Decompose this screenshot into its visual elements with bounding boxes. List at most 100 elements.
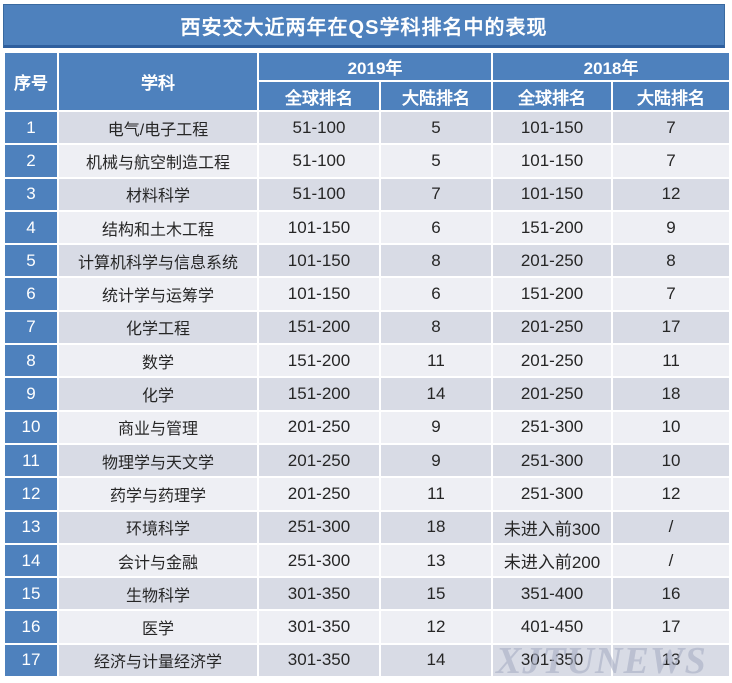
subject-cell: 数学 [57, 343, 259, 379]
rank-2019-mainland-cell: 11 [378, 476, 494, 512]
table-row: 7 化学工程 151-200 8 201-250 17 [3, 309, 732, 346]
table-row: 17 经济与计量经济学 301-350 14 301-350 13 [3, 642, 732, 679]
rank-2018-mainland-cell: 18 [611, 376, 732, 412]
rank-2018-mainland-cell: 10 [611, 442, 732, 479]
rank-2018-global-cell: 101-150 [491, 176, 614, 212]
table-row: 3 材料科学 51-100 7 101-150 12 [3, 176, 732, 212]
rank-2019-global-cell: 201-250 [257, 442, 381, 479]
rank-2018-global-cell: 未进入前200 [491, 542, 614, 579]
table-row: 9 化学 151-200 14 201-250 18 [3, 376, 732, 412]
table-row: 12 药学与药理学 201-250 11 251-300 12 [3, 476, 732, 512]
row-index-cell: 11 [3, 442, 59, 479]
rank-2018-mainland-cell: 7 [611, 143, 732, 179]
subject-cell: 化学工程 [57, 309, 259, 346]
rank-2018-mainland-cell: 11 [611, 343, 732, 379]
rank-2018-mainland-cell: / [611, 542, 732, 579]
rank-2018-mainland-cell: 7 [611, 109, 732, 146]
subject-cell: 医学 [57, 609, 259, 645]
rank-2018-mainland-cell: 17 [611, 609, 732, 645]
rank-2019-global-cell: 51-100 [257, 109, 381, 146]
column-header-2019-global: 全球排名 [257, 80, 381, 112]
rank-2019-global-cell: 101-150 [257, 276, 381, 312]
rank-2018-global-cell: 101-150 [491, 143, 614, 179]
table-row: 5 计算机科学与信息系统 101-150 8 201-250 8 [3, 243, 732, 279]
column-header-2018-global: 全球排名 [491, 80, 614, 112]
row-index-cell: 9 [3, 376, 59, 412]
row-index-cell: 14 [3, 542, 59, 579]
column-group-2019: 2019年 [256, 51, 494, 82]
rank-2019-global-cell: 201-250 [257, 409, 381, 445]
rank-2019-mainland-cell: 8 [378, 309, 494, 346]
subject-cell: 环境科学 [57, 509, 259, 545]
table-row: 4 结构和土木工程 101-150 6 151-200 9 [3, 209, 732, 246]
subject-cell: 计算机科学与信息系统 [57, 243, 259, 279]
rank-2018-global-cell: 251-300 [491, 476, 614, 512]
row-index-cell: 12 [3, 476, 59, 512]
row-index-cell: 8 [3, 343, 59, 379]
rank-2019-global-cell: 51-100 [257, 143, 381, 179]
rank-2018-global-cell: 401-450 [491, 609, 614, 645]
rank-2019-mainland-cell: 5 [378, 143, 494, 179]
header-group-row: 序号 学科 2019年 2018年 [3, 51, 732, 112]
subject-cell: 经济与计量经济学 [57, 642, 259, 679]
qs-ranking-table: 序号 学科 2019年 2018年 全球排名 大陆排名 全球排名 大陆排名 1 … [3, 51, 732, 679]
rank-2019-global-cell: 151-200 [257, 376, 381, 412]
table-title-bar: 西安交大近两年在QS学科排名中的表现 [3, 4, 725, 48]
rank-2019-global-cell: 201-250 [257, 476, 381, 512]
row-index-cell: 16 [3, 609, 59, 645]
table-row: 15 生物科学 301-350 15 351-400 16 [3, 576, 732, 612]
rank-2018-mainland-cell: 12 [611, 476, 732, 512]
rank-2018-global-cell: 未进入前300 [491, 509, 614, 545]
row-index-cell: 17 [3, 642, 59, 679]
table-row: 11 物理学与天文学 201-250 9 251-300 10 [3, 442, 732, 479]
subject-cell: 材料科学 [57, 176, 259, 212]
rank-2019-mainland-cell: 6 [378, 276, 494, 312]
row-index-cell: 6 [3, 276, 59, 312]
table-header: 序号 学科 2019年 2018年 全球排名 大陆排名 全球排名 大陆排名 [3, 51, 732, 112]
rank-2019-global-cell: 301-350 [257, 642, 381, 679]
table-row: 2 机械与航空制造工程 51-100 5 101-150 7 [3, 143, 732, 179]
subject-cell: 生物科学 [57, 576, 259, 612]
rank-2018-global-cell: 201-250 [491, 376, 614, 412]
rank-2018-global-cell: 251-300 [491, 409, 614, 445]
subject-cell: 物理学与天文学 [57, 442, 259, 479]
rank-2019-mainland-cell: 9 [378, 409, 494, 445]
column-header-2019-mainland: 大陆排名 [378, 80, 494, 112]
row-index-cell: 15 [3, 576, 59, 612]
rank-2019-mainland-cell: 5 [378, 109, 494, 146]
header-sub-row: 全球排名 大陆排名 全球排名 大陆排名 [4, 80, 732, 112]
rank-2019-global-cell: 151-200 [257, 343, 381, 379]
rank-2018-global-cell: 151-200 [491, 276, 614, 312]
table-row: 8 数学 151-200 11 201-250 11 [3, 343, 732, 379]
table-row: 1 电气/电子工程 51-100 5 101-150 7 [3, 109, 732, 146]
rank-2018-mainland-cell: 13 [611, 642, 732, 679]
rank-2018-global-cell: 101-150 [491, 109, 614, 146]
rank-2018-mainland-cell: 16 [611, 576, 732, 612]
column-header-subject: 学科 [57, 51, 259, 112]
subject-cell: 统计学与运筹学 [57, 276, 259, 312]
table-row: 13 环境科学 251-300 18 未进入前300 / [3, 509, 732, 545]
rank-2019-mainland-cell: 12 [378, 609, 494, 645]
row-index-cell: 13 [3, 509, 59, 545]
row-index-cell: 2 [3, 143, 59, 179]
subject-cell: 药学与药理学 [57, 476, 259, 512]
rank-2019-mainland-cell: 18 [378, 509, 494, 545]
row-index-cell: 1 [3, 109, 59, 146]
page-title: 西安交大近两年在QS学科排名中的表现 [180, 16, 548, 39]
rank-2019-mainland-cell: 11 [378, 343, 494, 379]
rank-2018-global-cell: 251-300 [491, 442, 614, 479]
row-index-cell: 7 [3, 309, 59, 346]
table-row: 16 医学 301-350 12 401-450 17 [3, 609, 732, 645]
rank-2019-global-cell: 151-200 [257, 309, 381, 346]
rank-2018-mainland-cell: 10 [611, 409, 732, 445]
rank-2019-mainland-cell: 14 [378, 642, 494, 679]
rank-2019-global-cell: 51-100 [257, 176, 381, 212]
rank-2019-global-cell: 251-300 [257, 542, 381, 579]
rank-2019-mainland-cell: 14 [378, 376, 494, 412]
rank-2018-global-cell: 201-250 [491, 243, 614, 279]
row-index-cell: 4 [3, 209, 59, 246]
rank-2019-mainland-cell: 6 [378, 209, 494, 246]
rank-2019-global-cell: 101-150 [257, 243, 381, 279]
table-row: 14 会计与金融 251-300 13 未进入前200 / [3, 542, 732, 579]
